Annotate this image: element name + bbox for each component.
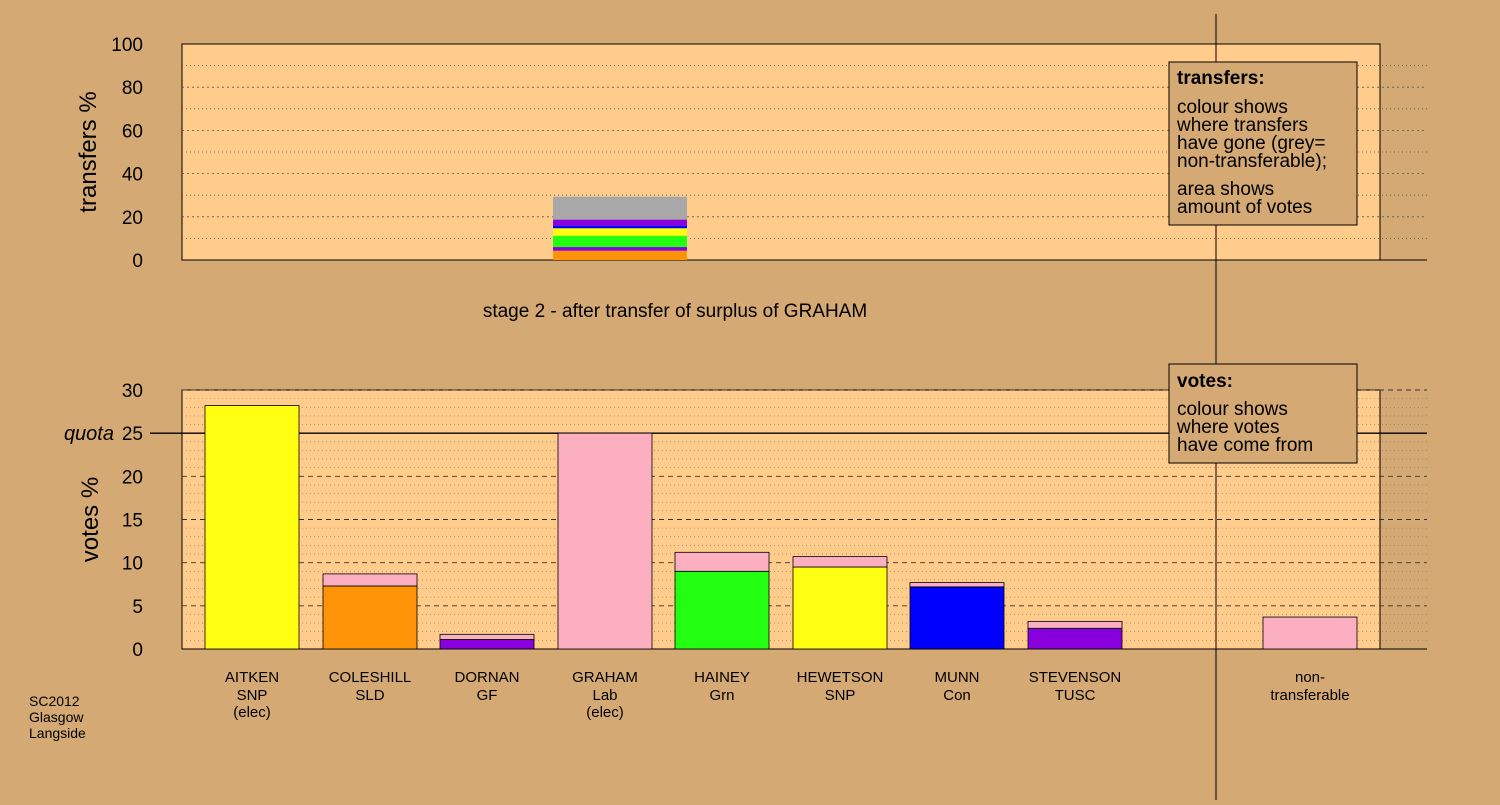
transfer-segment-snp <box>553 228 687 236</box>
transfers-y-tick-label: 40 <box>122 165 143 186</box>
vote-segment-lab <box>439 633 535 640</box>
candidate-name-label: HAINEY <box>694 669 750 686</box>
transfers-legend-line: area shows <box>1177 179 1274 200</box>
transfers-y-tick-label: 100 <box>111 35 143 56</box>
footer-label: Glasgow <box>29 709 84 725</box>
candidate-bar-dornan <box>439 633 535 650</box>
votes-y-tick-label: 5 <box>132 597 143 618</box>
transfer-segment-con <box>553 225 687 229</box>
candidate-bar-coleshill <box>322 573 418 650</box>
votes-y-tick-label: 10 <box>122 554 143 575</box>
transfer-segment-grn <box>553 235 687 248</box>
vote-segment-gf <box>439 639 535 650</box>
votes-y-tick-label: 20 <box>122 467 143 488</box>
transfers-legend-line: amount of votes <box>1177 197 1312 218</box>
transfers-legend-line: colour shows <box>1177 97 1288 118</box>
candidate-bar-stevenson <box>1027 620 1123 650</box>
vote-segment-lab <box>792 556 888 568</box>
candidate-party-label: Lab <box>592 687 617 704</box>
transfers-y-axis-label: transfers % <box>75 91 102 212</box>
non-transferable-label-1: non- <box>1295 669 1325 686</box>
vote-segment-lab <box>1027 620 1123 629</box>
candidate-bar-hewetson <box>792 556 888 650</box>
candidate-elected-label: (elec) <box>586 704 624 721</box>
vote-segment-grn <box>674 570 770 650</box>
transfers-legend-line: have gone (grey= <box>1177 133 1325 154</box>
candidate-party-label: Grn <box>709 687 734 704</box>
candidate-name-label: COLESHILL <box>329 669 412 686</box>
candidate-name-label: GRAHAM <box>572 669 638 686</box>
non-transferable-label-2: transferable <box>1270 687 1349 704</box>
transfer-segment-non-transferable <box>553 196 687 220</box>
candidate-bar-munn <box>909 582 1005 650</box>
vote-segment-lab <box>557 432 653 650</box>
transfers-y-tick-label: 80 <box>122 78 143 99</box>
votes-y-tick-label: 30 <box>122 381 143 402</box>
candidate-name-label: DORNAN <box>454 669 519 686</box>
non-transferable-bar <box>1262 616 1358 650</box>
vote-segment-lab <box>322 573 418 587</box>
vote-segment-tusc <box>1027 627 1123 650</box>
vote-segment-snp <box>204 405 300 650</box>
vote-segment-sld <box>322 585 418 650</box>
candidate-bar-aitken <box>204 405 300 650</box>
votes-legend-line: where votes <box>1176 417 1279 438</box>
candidate-bar-hainey <box>674 551 770 650</box>
stage-title: stage 2 - after transfer of surplus of G… <box>483 301 867 322</box>
candidate-party-label: SNP <box>237 687 268 704</box>
candidate-party-label: SLD <box>355 687 384 704</box>
votes-y-tick-label: 15 <box>122 511 143 532</box>
vote-segment-snp <box>792 566 888 650</box>
transfers-y-tick-label: 20 <box>122 208 143 229</box>
transfer-segment-gf <box>553 247 687 251</box>
candidate-name-label: AITKEN <box>225 669 279 686</box>
candidate-party-label: Con <box>943 687 971 704</box>
candidate-party-label: TUSC <box>1055 687 1096 704</box>
candidate-bar-graham <box>557 432 653 650</box>
votes-legend-title: votes: <box>1177 371 1233 392</box>
candidate-party-label: SNP <box>825 687 856 704</box>
votes-legend-line: have come from <box>1177 435 1313 456</box>
votes-y-tick-label: 25 <box>122 424 143 445</box>
transfers-legend-line: non-transferable); <box>1177 151 1327 172</box>
vote-segment-lab <box>909 582 1005 588</box>
transfer-segment-sld <box>553 250 687 260</box>
quota-label: quota <box>64 423 114 445</box>
votes-y-axis-label: votes % <box>77 477 104 562</box>
footer-label: Langside <box>29 725 86 741</box>
candidate-name-label: HEWETSON <box>797 669 884 686</box>
candidate-elected-label: (elec) <box>233 704 271 721</box>
transfers-legend-box <box>1168 61 1358 226</box>
transfers-legend-line: where transfers <box>1176 115 1308 136</box>
vote-segment-lab <box>674 551 770 572</box>
candidate-party-label: GF <box>477 687 498 704</box>
votes-legend-box <box>1168 363 1358 464</box>
vote-segment-con <box>909 586 1005 650</box>
candidate-name-label: MUNN <box>935 669 980 686</box>
transfers-legend-title: transfers: <box>1177 68 1265 89</box>
candidate-name-label: STEVENSON <box>1029 669 1122 686</box>
transfer-segment-tusc <box>553 219 687 226</box>
votes-legend-line: colour shows <box>1177 399 1288 420</box>
footer-label: SC2012 <box>29 693 80 709</box>
transfers-y-tick-label: 0 <box>132 251 143 272</box>
transfers-y-tick-label: 60 <box>122 121 143 142</box>
votes-y-tick-label: 0 <box>132 640 143 661</box>
